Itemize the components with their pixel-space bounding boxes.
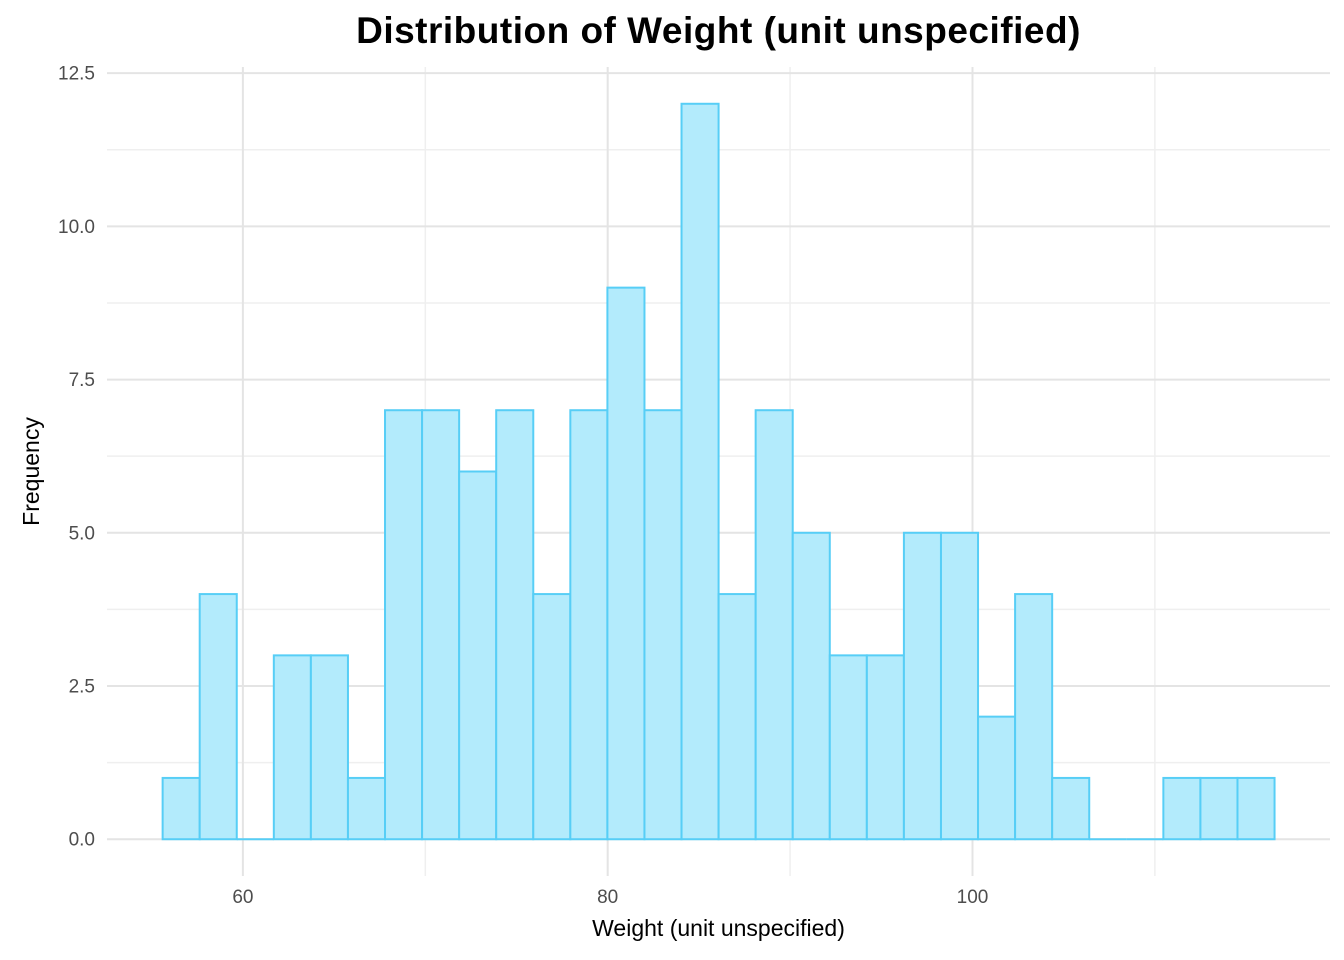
histogram-bar <box>1162 776 1202 841</box>
histogram-bar <box>754 409 794 841</box>
y-tick-label: 7.5 <box>69 370 95 391</box>
histogram-bar <box>272 654 312 841</box>
histogram-bar <box>495 409 535 841</box>
histogram-bar <box>421 409 461 841</box>
histogram-bar <box>977 715 1017 841</box>
histogram-bar <box>569 409 609 841</box>
chart-title: Distribution of Weight (unit unspecified… <box>356 10 1081 51</box>
histogram-bar <box>865 654 905 841</box>
histogram-bar <box>1014 593 1054 841</box>
histogram-bar <box>1236 776 1276 841</box>
y-tick-label: 0.0 <box>69 830 95 851</box>
histogram-bar <box>828 654 868 841</box>
y-tick-label: 5.0 <box>69 523 95 544</box>
histogram-bar <box>791 531 831 841</box>
histogram-bar <box>1051 776 1091 841</box>
histogram-bar <box>606 286 646 841</box>
histogram-bar <box>643 409 683 841</box>
histogram-bar <box>309 654 349 841</box>
x-tick-label: 60 <box>232 887 253 908</box>
x-tick-label: 100 <box>957 887 989 908</box>
histogram-bar <box>161 776 201 841</box>
histogram-bar <box>346 776 387 841</box>
x-axis-title: Weight (unit unspecified) <box>592 915 845 941</box>
histogram-bar <box>1199 776 1239 841</box>
histogram-bar <box>902 531 942 841</box>
histogram-bar <box>384 409 424 841</box>
histogram-bar <box>717 593 757 841</box>
histogram-bar <box>680 102 720 841</box>
histogram-bar <box>458 470 498 841</box>
y-tick-label: 12.5 <box>58 64 95 85</box>
histogram-bar <box>532 593 572 841</box>
histogram-bar <box>198 593 238 841</box>
histogram-bar <box>939 531 980 841</box>
y-tick-label: 2.5 <box>69 677 95 698</box>
x-tick-label: 80 <box>597 887 618 908</box>
y-tick-label: 10.0 <box>58 217 95 238</box>
